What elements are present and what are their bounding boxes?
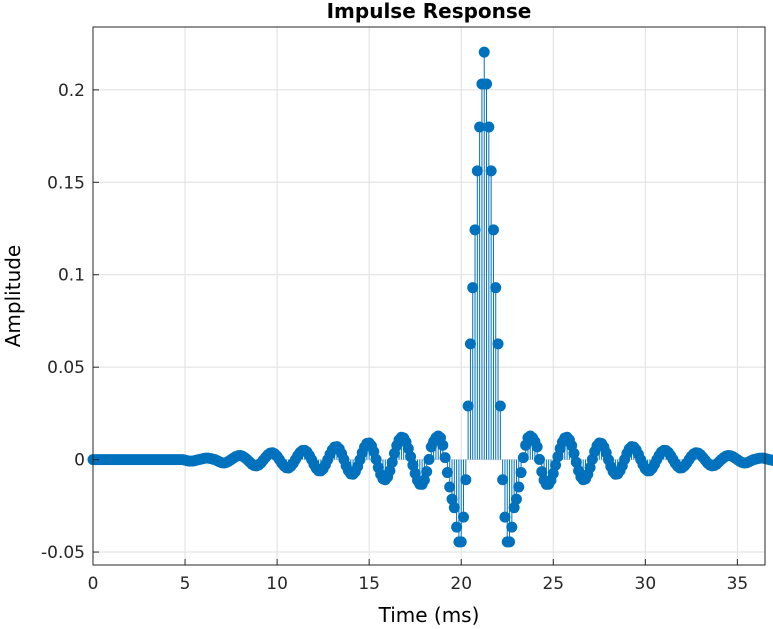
stem-marker	[487, 224, 499, 236]
stem-marker	[464, 338, 476, 350]
stem-marker	[471, 165, 483, 177]
y-tick-label: -0.05	[41, 543, 85, 563]
stem-marker	[531, 441, 543, 453]
y-tick-label: 0.2	[58, 81, 85, 101]
stem-marker	[515, 467, 527, 479]
stems	[184, 52, 773, 542]
y-axis-title: Amplitude	[1, 245, 25, 348]
stem-marker	[448, 502, 460, 514]
stem-marker	[462, 400, 474, 412]
stem-marker	[517, 452, 529, 464]
x-tick-label: 25	[542, 574, 564, 594]
stem-marker	[441, 467, 453, 479]
stem-marker	[483, 121, 495, 133]
stem-marker	[451, 521, 463, 533]
markers	[87, 46, 773, 548]
x-tick-label: 5	[180, 574, 191, 594]
stem-marker	[494, 400, 506, 412]
x-tick-label: 10	[266, 574, 288, 594]
stem-marker	[423, 453, 435, 465]
stem-marker	[467, 282, 479, 294]
chart-title: Impulse Response	[327, 0, 532, 23]
stem-marker	[533, 453, 545, 465]
stem-marker	[568, 447, 580, 459]
plot-frame	[92, 26, 766, 566]
stem-marker	[499, 511, 511, 523]
stem-marker	[437, 439, 449, 451]
y-ticks: -0.05 0 0.05 0.1 0.15 0.2	[41, 81, 99, 563]
y-tick-label: 0.15	[47, 173, 85, 193]
stem-marker	[506, 521, 518, 533]
stem-marker	[513, 481, 525, 493]
grid	[92, 27, 765, 565]
y-tick-label: 0.05	[47, 358, 85, 378]
x-axis-title: Time (ms)	[378, 603, 480, 627]
stem-marker	[485, 165, 497, 177]
stem-marker	[458, 511, 470, 523]
x-tick-label: 20	[450, 574, 472, 594]
y-tick-label: 0	[74, 451, 85, 471]
y-tick-label: 0.1	[58, 266, 85, 286]
stem-marker	[439, 452, 451, 464]
stem-marker	[469, 224, 481, 236]
stem-marker	[474, 121, 486, 133]
stem-marker	[421, 466, 433, 478]
stem-marker	[386, 456, 398, 468]
stem-marker	[490, 282, 502, 294]
stem-marker	[478, 46, 490, 58]
x-ticks: 0 5 10 15 20 25 30 35	[88, 559, 749, 594]
x-tick-label: 15	[358, 574, 380, 594]
x-tick-label: 0	[88, 574, 99, 594]
stem-marker	[504, 536, 516, 548]
stem-marker	[455, 536, 467, 548]
stem-marker	[481, 78, 493, 90]
stem-marker	[510, 493, 522, 505]
x-tick-label: 35	[727, 574, 749, 594]
x-tick-label: 30	[635, 574, 657, 594]
stem-marker	[497, 474, 509, 486]
stem-marker	[492, 338, 504, 350]
stem-marker	[460, 474, 472, 486]
stem-marker	[444, 481, 456, 493]
